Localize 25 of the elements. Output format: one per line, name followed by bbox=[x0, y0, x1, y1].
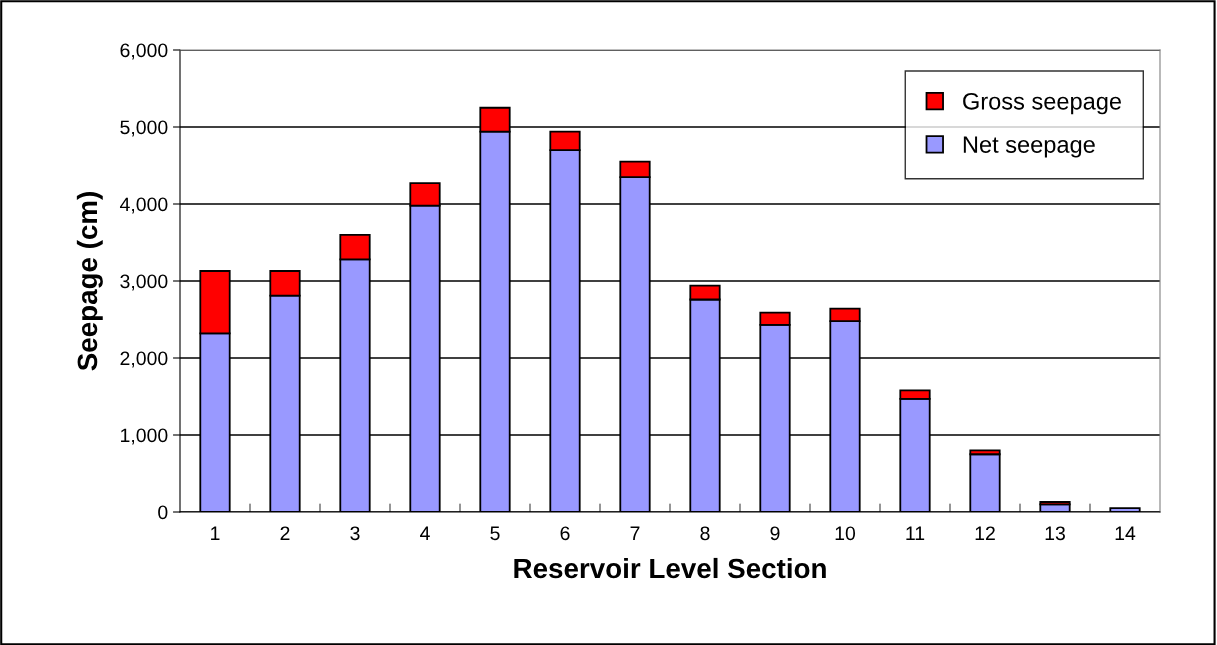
x-tick-label: 9 bbox=[770, 526, 780, 541]
x-tick-label: 8 bbox=[700, 526, 710, 541]
x-tick-label: 7 bbox=[630, 526, 640, 540]
x-tick-label: 2 bbox=[280, 526, 290, 540]
y-tick-label: 6,000 bbox=[120, 43, 168, 60]
x-tick-label: 10 bbox=[835, 526, 856, 541]
legend-label: Net seepage bbox=[963, 136, 1095, 158]
x-tick-label: 13 bbox=[1045, 526, 1065, 541]
y-tick-label: 5,000 bbox=[120, 120, 168, 137]
legend-label: Gross seepage bbox=[963, 92, 1122, 115]
x-tick-label: 3 bbox=[350, 526, 360, 541]
x-tick-label: 11 bbox=[906, 526, 925, 540]
x-tick-label: 4 bbox=[420, 526, 430, 540]
x-axis-title: Reservoir Level Section bbox=[514, 557, 826, 579]
y-tick-label: 1,000 bbox=[121, 428, 168, 445]
x-tick-label: 1 bbox=[211, 526, 220, 540]
x-tick-label: 6 bbox=[560, 526, 570, 541]
x-tick-label: 5 bbox=[490, 526, 500, 541]
y-tick-label: 2,000 bbox=[120, 351, 168, 368]
y-axis-title: Seepage (cm) bbox=[76, 192, 103, 371]
y-tick-label: 3,000 bbox=[120, 274, 168, 291]
x-tick-label: 12 bbox=[975, 526, 995, 540]
x-tick-label: 14 bbox=[1115, 526, 1136, 540]
y-tick-label: 4,000 bbox=[119, 197, 168, 214]
y-tick-label: 0 bbox=[158, 505, 168, 520]
